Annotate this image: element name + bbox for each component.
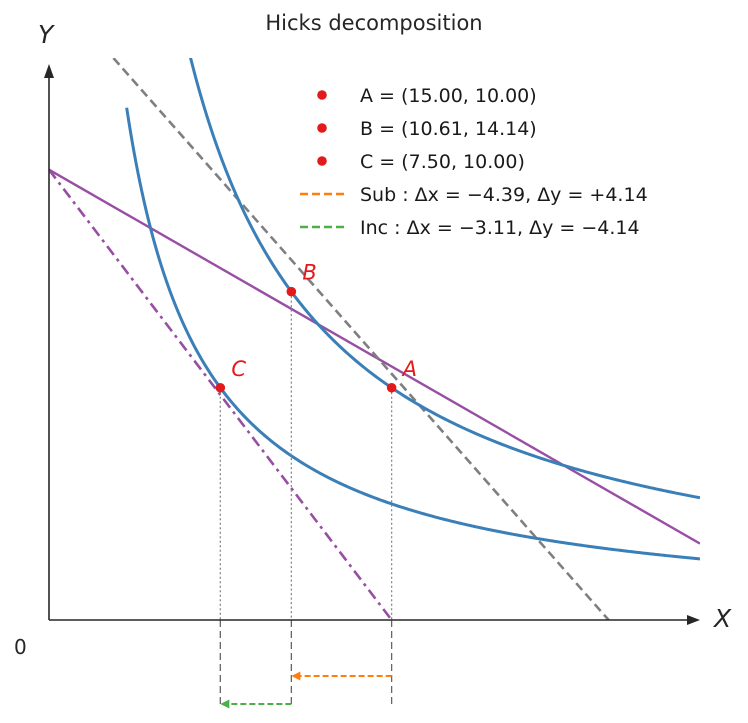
x-axis-label: X [712, 604, 732, 633]
budget-line-solid [49, 168, 700, 545]
budget-line-dashdot [49, 168, 393, 620]
point-label-c: C [231, 357, 246, 381]
indifference-curve-2 [125, 107, 700, 561]
point-a [386, 382, 397, 393]
legend-marker-1 [317, 90, 327, 100]
legend-entry-5: Inc : Δx = −3.11, Δy = −4.14 [360, 217, 640, 239]
point-b [286, 286, 297, 297]
indifference-curve-1 [189, 58, 700, 500]
y-axis-arrowhead [44, 64, 54, 78]
chart-title: Hicks decomposition [265, 11, 482, 35]
point-c [215, 382, 226, 393]
legend-entry-2: B = (10.61, 14.14) [360, 118, 537, 140]
legend-entry-4: Sub : Δx = −4.39, Δy = +4.14 [360, 184, 648, 206]
point-label-b: B [302, 261, 316, 285]
legend: A = (15.00, 10.00) B = (10.61, 14.14) C = … [300, 85, 648, 239]
legend-entry-3: C = (7.50, 10.00) [360, 151, 525, 173]
origin-label: 0 [14, 635, 27, 659]
legend-marker-3 [317, 156, 327, 166]
legend-marker-2 [317, 123, 327, 133]
income-effect-arrowhead [220, 699, 230, 709]
point-label-a: A [401, 357, 417, 381]
x-axis-arrowhead [687, 615, 700, 625]
budget-line-dashed [112, 58, 610, 620]
y-axis-label: Y [38, 20, 55, 49]
legend-entry-1: A = (15.00, 10.00) [360, 85, 537, 107]
substitution-effect-arrowhead [291, 671, 301, 681]
